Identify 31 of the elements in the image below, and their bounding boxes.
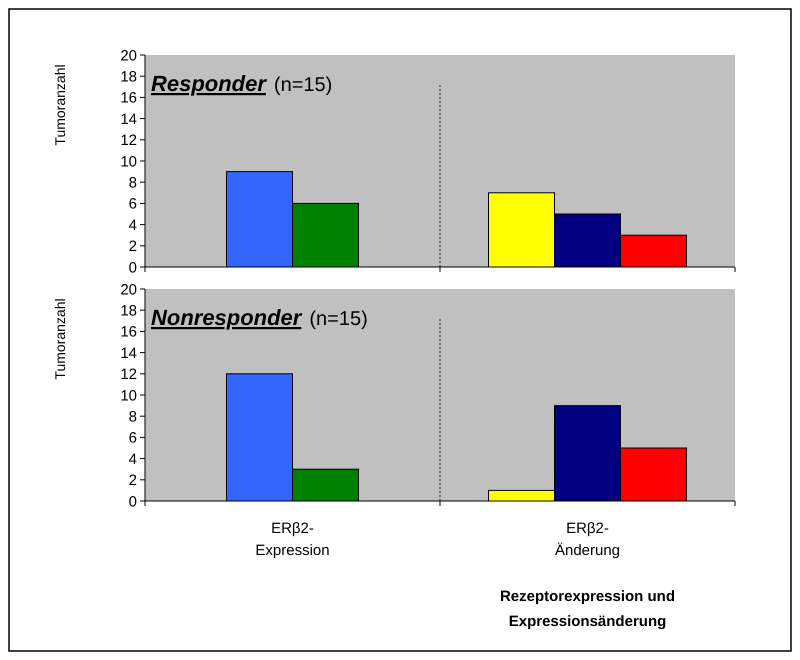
y-tick-label: 8 bbox=[128, 174, 137, 192]
y-tick-label: 0 bbox=[128, 259, 137, 276]
y-tick-label: 6 bbox=[128, 430, 137, 447]
x-tick-label: ERβ2- Expression bbox=[255, 520, 330, 559]
y-tick-label: 2 bbox=[128, 472, 137, 490]
y-tick-label: 10 bbox=[120, 153, 137, 170]
y-tick-label: 16 bbox=[120, 324, 137, 341]
x-tick-label: ERβ2- Änderung bbox=[554, 520, 620, 559]
y-tick-label: 4 bbox=[128, 450, 137, 468]
y-tick-label: 8 bbox=[128, 408, 137, 426]
y-tick-label: 18 bbox=[120, 302, 137, 320]
y-tick-label: 2 bbox=[128, 238, 137, 256]
y-tick-label: 16 bbox=[120, 90, 137, 107]
x-axis-title: Rezeptorexpression und Expressionsänderung bbox=[500, 588, 676, 630]
y-tick-label: 4 bbox=[128, 216, 137, 234]
y-tick-label: 0 bbox=[128, 493, 137, 510]
text: Responder bbox=[151, 71, 268, 96]
y-tick-label: 14 bbox=[120, 110, 137, 128]
y-tick-label: 10 bbox=[120, 387, 137, 404]
y-axis-title: Tumoranzahl bbox=[52, 64, 68, 146]
y-tick-label: 12 bbox=[120, 132, 137, 150]
y-tick-label: 20 bbox=[120, 47, 137, 64]
y-tick-label: 18 bbox=[120, 68, 137, 86]
y-tick-label: 14 bbox=[120, 344, 137, 362]
y-tick-label: 20 bbox=[120, 281, 137, 298]
text: (n=15) bbox=[309, 308, 368, 330]
text: (n=15) bbox=[274, 74, 332, 96]
text: Nonresponder bbox=[151, 305, 303, 330]
y-tick-label: 6 bbox=[128, 196, 137, 213]
y-tick-label: 12 bbox=[120, 366, 137, 384]
y-axis-title: Tumoranzahl bbox=[52, 298, 68, 380]
